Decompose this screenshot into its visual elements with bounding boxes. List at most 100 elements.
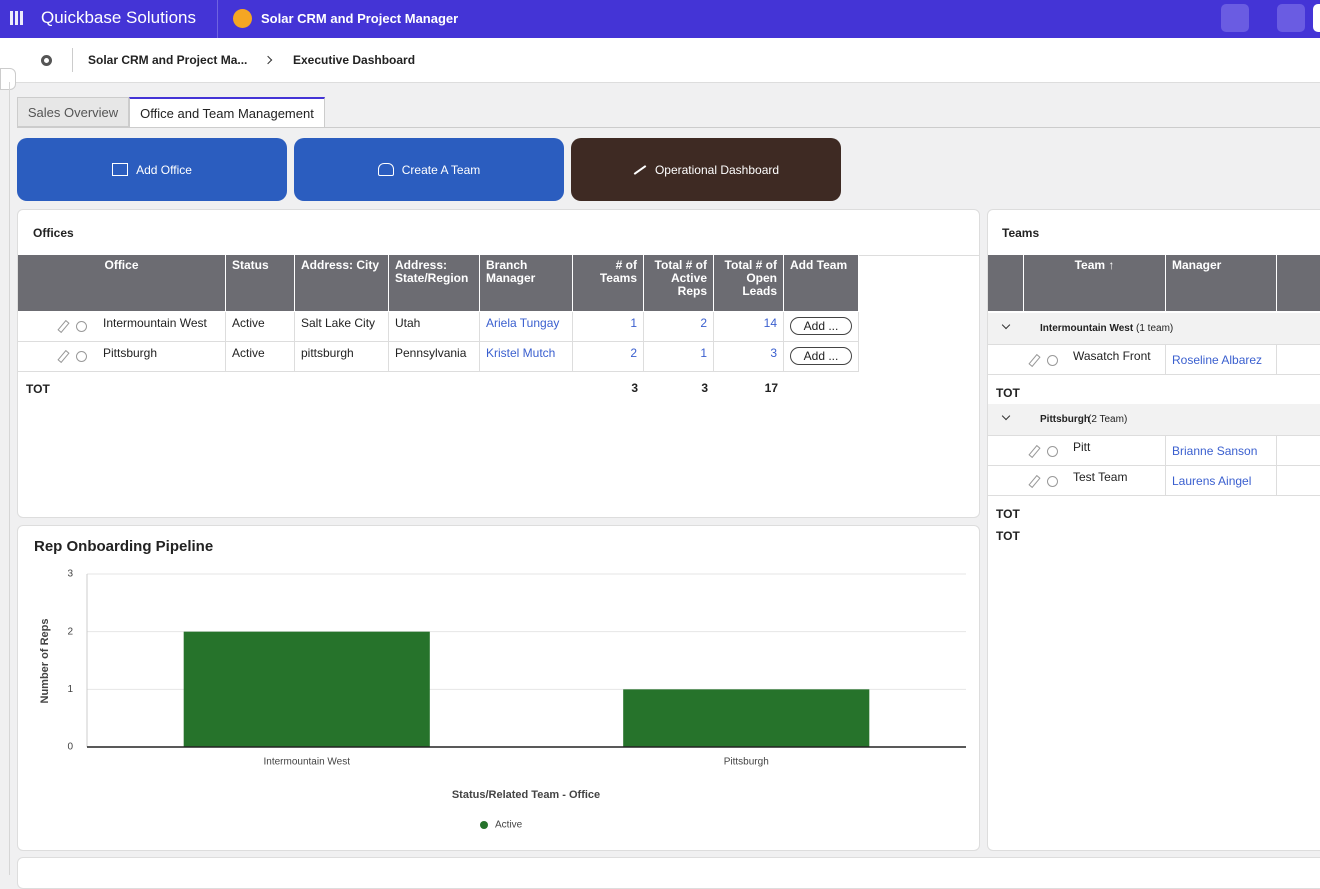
collapse-icon[interactable] (1002, 321, 1010, 329)
column-header[interactable]: Manager (1166, 255, 1277, 311)
add-team-button[interactable]: Add ... (790, 317, 852, 335)
table-cell (1277, 466, 1320, 496)
team-name[interactable]: Wasatch Front (1073, 349, 1159, 363)
panel-title: Offices (33, 226, 74, 240)
tab-active[interactable]: Office and Team Management (129, 97, 325, 128)
table-cell: Utah (389, 312, 480, 342)
add-cell: Add ... (784, 312, 859, 342)
button-label: Operational Dashboard (655, 163, 779, 177)
app-group[interactable]: Quickbase Solutions (41, 8, 196, 28)
view-icon[interactable] (1047, 476, 1058, 487)
legend-label: Active (495, 820, 523, 831)
chart-panel: Rep Onboarding Pipeline Number of Reps S… (17, 525, 980, 851)
breadcrumb-current: Executive Dashboard (293, 53, 415, 67)
view-icon[interactable] (76, 321, 87, 332)
user-button[interactable] (1313, 4, 1320, 32)
tab[interactable]: Sales Overview (17, 97, 129, 127)
column-header: Total # of Open Leads (714, 255, 784, 311)
column-header[interactable]: Team ↑ (1024, 255, 1166, 311)
column-header: Address: City (295, 255, 389, 311)
top-bar: Quickbase Solutions Solar CRM and Projec… (0, 0, 1320, 38)
divider (72, 48, 73, 72)
icon (378, 163, 394, 176)
table-cell (1277, 436, 1320, 466)
icon (634, 165, 647, 175)
add-team-button[interactable]: Add ... (790, 347, 852, 365)
tab-line (17, 127, 1320, 128)
edit-icon[interactable] (57, 320, 69, 333)
table-cell[interactable]: 14 (714, 312, 784, 342)
table-cell[interactable]: Brianne Sanson (1166, 436, 1277, 466)
add-cell: Add ... (784, 342, 859, 372)
column-header[interactable] (988, 255, 1024, 311)
table-cell: Active (226, 312, 295, 342)
apps-icon[interactable] (10, 11, 24, 25)
settings-icon[interactable] (41, 55, 52, 66)
edit-icon[interactable] (1028, 475, 1040, 488)
y-tick-label: 2 (67, 626, 73, 637)
table-cell: pittsburgh (295, 342, 389, 372)
table-cell: Active (226, 342, 295, 372)
edit-icon[interactable] (57, 350, 69, 363)
create-team-button[interactable]: Create A Team (294, 138, 564, 201)
column-header: Add Team (784, 255, 859, 311)
table-cell[interactable]: Roseline Albarez (1166, 345, 1277, 375)
chart: Rep Onboarding Pipeline Number of Reps S… (18, 526, 979, 850)
breadcrumb-link[interactable]: Solar CRM and Project Ma... (88, 53, 247, 67)
collapse-icon[interactable] (1002, 412, 1010, 420)
group-name: Intermountain West (1040, 323, 1133, 334)
table-cell[interactable]: 1 (644, 342, 714, 372)
ai-button[interactable] (1277, 4, 1305, 32)
table-cell[interactable]: 2 (644, 312, 714, 342)
table-cell[interactable]: 3 (714, 342, 784, 372)
table-cell: Test Team (988, 466, 1166, 496)
table-cell[interactable]: Ariela Tungay (480, 312, 573, 342)
sidebar-toggle[interactable] (0, 68, 16, 90)
total-label: TOT (990, 525, 1026, 547)
table-cell: Wasatch Front (988, 345, 1166, 375)
bar (184, 632, 430, 747)
table-cell: Pennsylvania (389, 342, 480, 372)
view-icon[interactable] (76, 351, 87, 362)
button-label: Add Office (136, 163, 192, 177)
table-cell[interactable]: Laurens Aingel (1166, 466, 1277, 496)
table-cell: Pitt (988, 436, 1166, 466)
x-axis-label: Status/Related Team - Office (452, 789, 600, 801)
app-icon (233, 9, 252, 28)
table-cell[interactable]: Kristel Mutch (480, 342, 573, 372)
table-cell[interactable]: 2 (573, 342, 644, 372)
panel-title: Teams (1002, 226, 1039, 240)
icon (112, 163, 128, 176)
y-tick-label: 1 (67, 684, 73, 695)
total-label: TOT (20, 378, 56, 400)
view-icon[interactable] (1047, 355, 1058, 366)
add-button[interactable] (1221, 4, 1249, 32)
add-office-button[interactable]: Add Office (17, 138, 287, 201)
group-row: Pittsburgh(2 Team) (988, 404, 1320, 436)
column-header: # of Teams (573, 255, 644, 311)
group-name: Pittsburgh (1040, 414, 1090, 425)
team-name[interactable]: Test Team (1073, 470, 1159, 484)
panel (17, 857, 1320, 889)
sidebar-edge (9, 82, 10, 875)
column-header: Status (226, 255, 295, 311)
bar (623, 689, 869, 747)
total-label: TOT (990, 503, 1026, 525)
total-value: 17 (714, 377, 784, 399)
edit-icon[interactable] (1028, 354, 1040, 367)
y-tick-label: 0 (67, 742, 73, 753)
team-name[interactable]: Pitt (1073, 440, 1159, 454)
office-name: Intermountain West (103, 316, 219, 330)
edit-icon[interactable] (1028, 445, 1040, 458)
button-label: Create A Team (402, 163, 481, 177)
column-header: Total # of Active Reps (644, 255, 714, 311)
separator (264, 56, 272, 64)
column-header: Branch Manager (480, 255, 573, 311)
dashboard-button[interactable]: Operational Dashboard (571, 138, 841, 201)
office-name: Pittsburgh (103, 346, 219, 360)
column-header (1277, 255, 1320, 311)
app-name[interactable]: Solar CRM and Project Manager (261, 11, 458, 26)
view-icon[interactable] (1047, 446, 1058, 457)
group-count: (2 Team) (1088, 414, 1127, 425)
table-cell[interactable]: 1 (573, 312, 644, 342)
